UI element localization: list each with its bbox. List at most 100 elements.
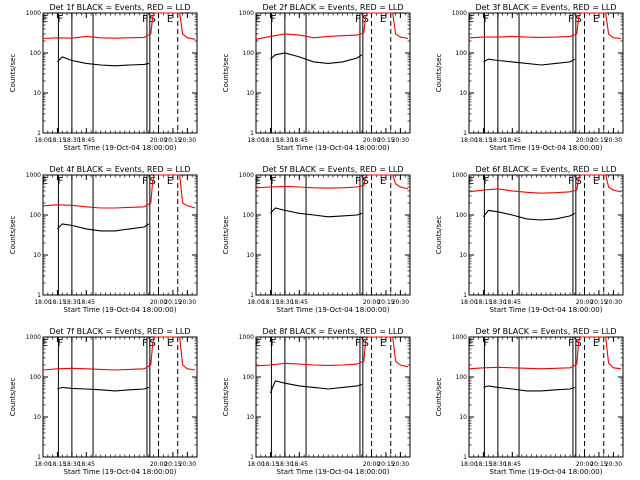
x-tick-label: 20:15 (377, 461, 394, 468)
y-tick-label: 1000 (26, 334, 41, 341)
chart-panel-4: Det 4f BLACK = Events, RED = LLD 1 10 100 10… (9, 165, 198, 314)
series-line-events (482, 209, 576, 221)
flag-label: E (255, 14, 261, 25)
y-axis-label: Counts/sec (222, 216, 230, 255)
y-tick-label: 100 (243, 212, 255, 219)
x-tick-label: 18:15 (262, 137, 279, 144)
x-tick-label: 20:00 (576, 299, 593, 306)
series-line-events (269, 207, 363, 218)
x-tick-label: 18:30 (63, 299, 80, 306)
x-tick-label: 20:00 (150, 461, 167, 468)
flag-label: F (142, 176, 148, 187)
series-line-lld (468, 174, 622, 194)
x-tick-label: 18:30 (276, 299, 293, 306)
y-axis-label: Counts/sec (435, 54, 443, 93)
flag-label: F (57, 338, 63, 349)
plot-frame (255, 336, 411, 458)
series-line-events (269, 380, 363, 394)
series-line-lld (255, 12, 409, 40)
y-tick-label: 1 (463, 454, 467, 461)
flag-label: S (363, 176, 369, 187)
flag-label: F (483, 176, 489, 187)
flag-label: E (593, 176, 599, 187)
series-line-lld (42, 174, 196, 209)
x-tick-label: 18:15 (475, 461, 492, 468)
y-tick-label: 100 (456, 50, 468, 57)
series-line-lld (42, 336, 196, 371)
flag-label: F (483, 14, 489, 25)
series-line-events (483, 385, 576, 392)
x-tick-label: 18:45 (504, 137, 521, 144)
x-tick-label: 20:30 (392, 299, 409, 306)
flag-label: F (57, 14, 63, 25)
x-tick-label: 18:45 (78, 137, 95, 144)
y-tick-label: 100 (456, 212, 468, 219)
plot-frame (42, 336, 198, 458)
chart-panel-1: Det 1f BLACK = Events, RED = LLD 1 10 100 10… (9, 3, 198, 152)
plot-frame (468, 336, 624, 458)
series-line-events (483, 58, 576, 66)
x-tick-label: 20:30 (392, 137, 409, 144)
y-tick-label: 1 (250, 130, 254, 137)
y-tick-label: 1 (37, 130, 41, 137)
flag-label: E (42, 176, 48, 187)
flag-label: E (380, 14, 386, 25)
x-tick-label: 20:15 (164, 137, 181, 144)
flag-label: E (593, 14, 599, 25)
x-tick-label: 20:00 (363, 299, 380, 306)
x-tick-label: 18:00 (247, 299, 264, 306)
x-tick-label: 18:45 (291, 137, 308, 144)
x-tick-label: 18:30 (276, 137, 293, 144)
x-tick-label: 18:30 (63, 461, 80, 468)
x-tick-label: 20:30 (392, 461, 409, 468)
x-tick-label: 18:15 (262, 461, 279, 468)
flag-label: E (255, 176, 261, 187)
chart-title: Det 9f BLACK = Events, RED = LLD (475, 327, 616, 336)
flag-label: E (167, 176, 173, 187)
y-tick-label: 1000 (239, 172, 254, 179)
x-axis-label: Start Time (19-Oct-04 18:00:00) (277, 468, 390, 476)
flag-label: E (380, 176, 386, 187)
y-tick-label: 100 (243, 374, 255, 381)
y-axis-label: Counts/sec (222, 54, 230, 93)
x-tick-label: 20:30 (179, 299, 196, 306)
y-tick-label: 1 (463, 292, 467, 299)
x-axis-label: Start Time (19-Oct-04 18:00:00) (490, 144, 603, 152)
plot-frame (42, 174, 198, 296)
series-line-lld (468, 12, 622, 40)
x-tick-label: 20:15 (377, 137, 394, 144)
x-tick-label: 20:00 (576, 137, 593, 144)
y-axis-label: Counts/sec (435, 216, 443, 255)
x-tick-label: 18:15 (262, 299, 279, 306)
y-tick-label: 10 (33, 90, 41, 97)
x-axis-label: Start Time (19-Oct-04 18:00:00) (490, 468, 603, 476)
x-tick-label: 18:00 (247, 461, 264, 468)
series-line-lld (468, 336, 622, 370)
x-tick-label: 18:15 (49, 299, 66, 306)
x-tick-label: 18:00 (34, 299, 51, 306)
x-tick-label: 18:15 (475, 137, 492, 144)
x-axis-label: Start Time (19-Oct-04 18:00:00) (277, 306, 390, 314)
x-axis-label: Start Time (19-Oct-04 18:00:00) (490, 306, 603, 314)
flag-label: F (270, 14, 276, 25)
y-axis-label: Counts/sec (9, 378, 17, 417)
y-tick-label: 1 (250, 454, 254, 461)
y-tick-label: 1000 (452, 10, 467, 17)
x-tick-label: 18:45 (291, 299, 308, 306)
plot-frame (42, 12, 198, 134)
x-tick-label: 18:15 (49, 137, 66, 144)
x-tick-label: 20:00 (150, 137, 167, 144)
x-tick-label: 18:30 (489, 461, 506, 468)
chart-title: Det 1f BLACK = Events, RED = LLD (49, 3, 190, 12)
y-tick-label: 10 (459, 414, 467, 421)
chart-title: Det 5f BLACK = Events, RED = LLD (262, 165, 403, 174)
x-axis-label: Start Time (19-Oct-04 18:00:00) (64, 144, 177, 152)
flag-label: F (355, 14, 361, 25)
series-line-events (57, 386, 150, 392)
x-tick-label: 20:00 (150, 299, 167, 306)
flag-label: E (42, 338, 48, 349)
x-tick-label: 20:30 (605, 299, 622, 306)
flag-label: F (568, 176, 574, 187)
chart-panel-5: Det 5f BLACK = Events, RED = LLD 1 10 100 10… (222, 165, 411, 314)
chart-title: Det 7f BLACK = Events, RED = LLD (49, 327, 190, 336)
